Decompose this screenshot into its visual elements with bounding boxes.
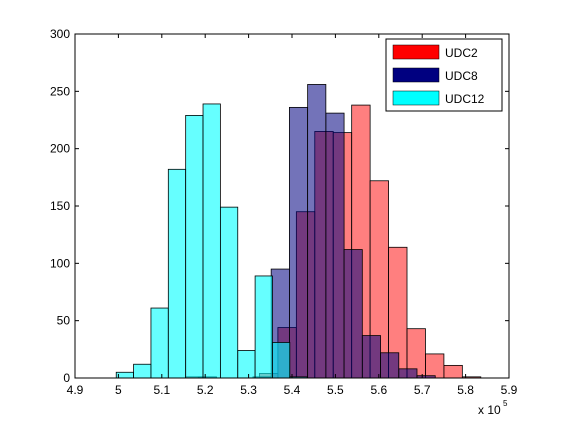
histogram-bar: [254, 275, 273, 379]
y-tick-label: 0: [63, 371, 70, 385]
y-tick-label: 150: [50, 199, 70, 213]
legend: UDC2 UDC8 UDC12: [385, 38, 503, 112]
ticks-layer: 4.9 5 5.1 5.2 5.3 5.4 5.5 5.6 5.7 5.8 5.9 0 50 100 150…: [50, 27, 518, 397]
y-tick-label: 250: [50, 84, 70, 98]
histogram-bar: [167, 168, 187, 379]
y-tick-label: 100: [50, 256, 70, 270]
legend-swatch-udc12: [392, 90, 440, 106]
histogram-bar: [272, 342, 291, 379]
x-tick-label: 5.2: [197, 383, 214, 397]
histogram-bar: [133, 363, 152, 379]
x-tick-label: 4.9: [67, 383, 84, 397]
histogram-bar: [361, 335, 381, 379]
histogram-bar: [237, 350, 256, 379]
legend-label-udc12: UDC12: [445, 92, 485, 106]
legend-label-udc2: UDC2: [445, 46, 478, 60]
x-tick-label: 5.6: [370, 383, 387, 397]
bars-layer: [115, 84, 482, 379]
y-tick-label: 300: [50, 27, 70, 41]
x-multiplier-label: x 10: [478, 403, 501, 417]
x-tick-label: 5.3: [240, 383, 257, 397]
histogram-bar: [425, 353, 445, 379]
histogram-bar: [443, 364, 463, 379]
histogram-bar: [150, 307, 169, 379]
histogram-bar: [343, 249, 363, 379]
legend-swatch-udc2: [392, 44, 440, 60]
legend-label-udc8: UDC8: [445, 69, 478, 83]
histogram-bar: [307, 84, 327, 379]
x-tick-label: 5.5: [327, 383, 344, 397]
y-tick-label: 50: [57, 314, 71, 328]
series-udc12-bars: [115, 103, 308, 379]
y-tick-label: 200: [50, 142, 70, 156]
histogram-bar: [288, 106, 309, 379]
x-tick-label: 5.1: [153, 383, 170, 397]
histogram-bar: [219, 206, 239, 379]
x-tick-label: 5.4: [284, 383, 301, 397]
x-tick-label: 5.7: [414, 383, 431, 397]
histogram-bar: [380, 352, 400, 379]
histogram-bar: [325, 112, 345, 379]
x-tick-label: 5.9: [501, 383, 518, 397]
x-tick-label: 5.8: [457, 383, 474, 397]
x-multiplier-exponent: 5: [503, 399, 508, 408]
legend-swatch-udc8: [392, 67, 440, 83]
x-tick-label: 5: [115, 383, 122, 397]
histogram-bar: [185, 115, 204, 379]
histogram-bar: [202, 103, 221, 379]
histogram-bar: [398, 368, 418, 379]
